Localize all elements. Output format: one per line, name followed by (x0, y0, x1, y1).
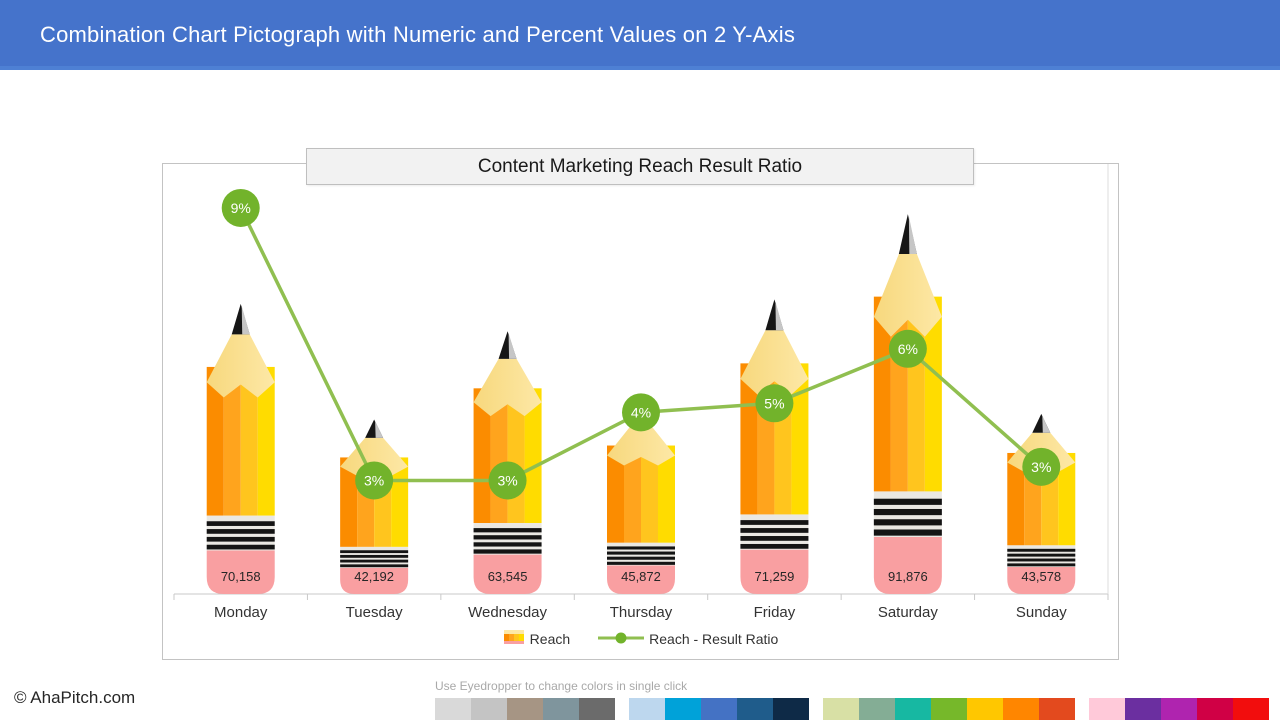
color-swatch[interactable] (579, 698, 615, 720)
category-label-saturday: Saturday (877, 604, 938, 621)
ratio-marker-tuesday[interactable]: 3% (355, 461, 394, 500)
chart-title: Content Marketing Reach Result Ratio (477, 155, 803, 177)
color-swatch[interactable] (1089, 698, 1125, 720)
color-swatch[interactable] (1161, 698, 1197, 720)
color-swatch[interactable] (543, 698, 579, 720)
swatch-group-3 (823, 698, 1075, 720)
page-title: Combination Chart Pictograph with Numeri… (40, 22, 796, 47)
color-swatch[interactable] (507, 698, 543, 720)
legend-item-reach[interactable]: Reach (503, 630, 570, 647)
bar-value-label: 43,578 (1021, 569, 1061, 584)
category-label-tuesday: Tuesday (345, 604, 403, 621)
bar-value-label: 42,192 (354, 569, 394, 584)
ratio-marker-label: 3% (497, 472, 517, 488)
color-swatch[interactable] (967, 698, 1003, 720)
header-accent-strip (0, 66, 1280, 70)
ratio-marker-friday[interactable]: 5% (755, 384, 794, 423)
pencil-bar-saturday[interactable]: 91,876 (873, 214, 942, 594)
ratio-marker-label: 3% (364, 472, 384, 488)
ratio-marker-label: 5% (764, 395, 784, 411)
copyright-text: © AhaPitch.com (14, 688, 136, 707)
color-swatch[interactable] (823, 698, 859, 720)
category-label-monday: Monday (214, 604, 268, 621)
pencil-bar-sunday[interactable]: 43,578 (1007, 413, 1076, 594)
ratio-marker-wednesday[interactable]: 3% (488, 461, 527, 500)
color-swatch[interactable] (773, 698, 809, 720)
bar-value-label: 70,158 (221, 569, 261, 584)
color-swatch[interactable] (1039, 698, 1075, 720)
chart-legend: Reach Reach - Result Ratio (163, 630, 1118, 647)
plot-svg: 70,158 42,192 63,545 45,872 71,259 91,876 43,5… (173, 164, 1109, 600)
color-swatch[interactable] (435, 698, 471, 720)
ratio-marker-thursday[interactable]: 4% (622, 393, 660, 432)
category-label-wednesday: Wednesday (468, 604, 548, 621)
chart-title-box: Content Marketing Reach Result Ratio (306, 148, 974, 185)
swatch-group-2 (629, 698, 809, 720)
pencil-bar-thursday[interactable]: 45,872 (607, 404, 675, 594)
color-swatch-strip (435, 698, 1269, 720)
ratio-marker-sunday[interactable]: 3% (1022, 447, 1061, 486)
color-swatch[interactable] (629, 698, 665, 720)
pencil-bar-friday[interactable]: 71,259 (740, 299, 809, 594)
pencil-bar-monday[interactable]: 70,158 (206, 303, 275, 594)
chart-area: 70,158 42,192 63,545 45,872 71,259 91,876 43,5… (162, 163, 1119, 660)
color-swatch[interactable] (859, 698, 895, 720)
color-swatch[interactable] (737, 698, 773, 720)
ratio-marker-monday[interactable]: 9% (221, 188, 260, 227)
category-label-friday: Friday (753, 604, 796, 621)
legend-item-ratio[interactable]: Reach - Result Ratio (598, 631, 778, 647)
color-swatch[interactable] (1125, 698, 1161, 720)
pencil-bar-tuesday[interactable]: 42,192 (340, 419, 409, 594)
ratio-marker-label: 4% (631, 404, 651, 420)
swatch-group-1 (435, 698, 615, 720)
ratio-marker-saturday[interactable]: 6% (888, 329, 927, 368)
category-label-thursday: Thursday (609, 604, 673, 621)
color-swatch[interactable] (1003, 698, 1039, 720)
ratio-marker-label: 9% (231, 200, 251, 216)
legend-label-ratio: Reach - Result Ratio (649, 630, 779, 647)
x-axis-labels: Monday Tuesday Wednesday Thursday Friday Satu… (163, 604, 1118, 624)
bar-value-label: 63,545 (488, 569, 528, 584)
bar-value-label: 71,259 (755, 569, 795, 584)
color-swatch[interactable] (701, 698, 737, 720)
color-swatch[interactable] (665, 698, 701, 720)
color-swatch[interactable] (1233, 698, 1269, 720)
color-swatch[interactable] (895, 698, 931, 720)
ratio-series-line-icon (598, 631, 645, 647)
color-swatch[interactable] (1197, 698, 1233, 720)
ratio-marker-label: 6% (898, 341, 918, 357)
slide-header-bar: Combination Chart Pictograph with Numeri… (0, 0, 1280, 70)
bar-value-label: 91,876 (888, 569, 928, 584)
bar-value-label: 45,872 (621, 569, 661, 584)
eyedropper-hint-text: Use Eyedropper to change colors in singl… (435, 679, 688, 693)
reach-series-swatch-icon (503, 630, 525, 647)
category-label-sunday: Sunday (1015, 604, 1067, 621)
legend-label-reach: Reach (529, 630, 571, 647)
ratio-marker-label: 3% (1031, 459, 1051, 475)
swatch-group-4 (1089, 698, 1269, 720)
color-swatch[interactable] (931, 698, 967, 720)
color-swatch[interactable] (471, 698, 507, 720)
